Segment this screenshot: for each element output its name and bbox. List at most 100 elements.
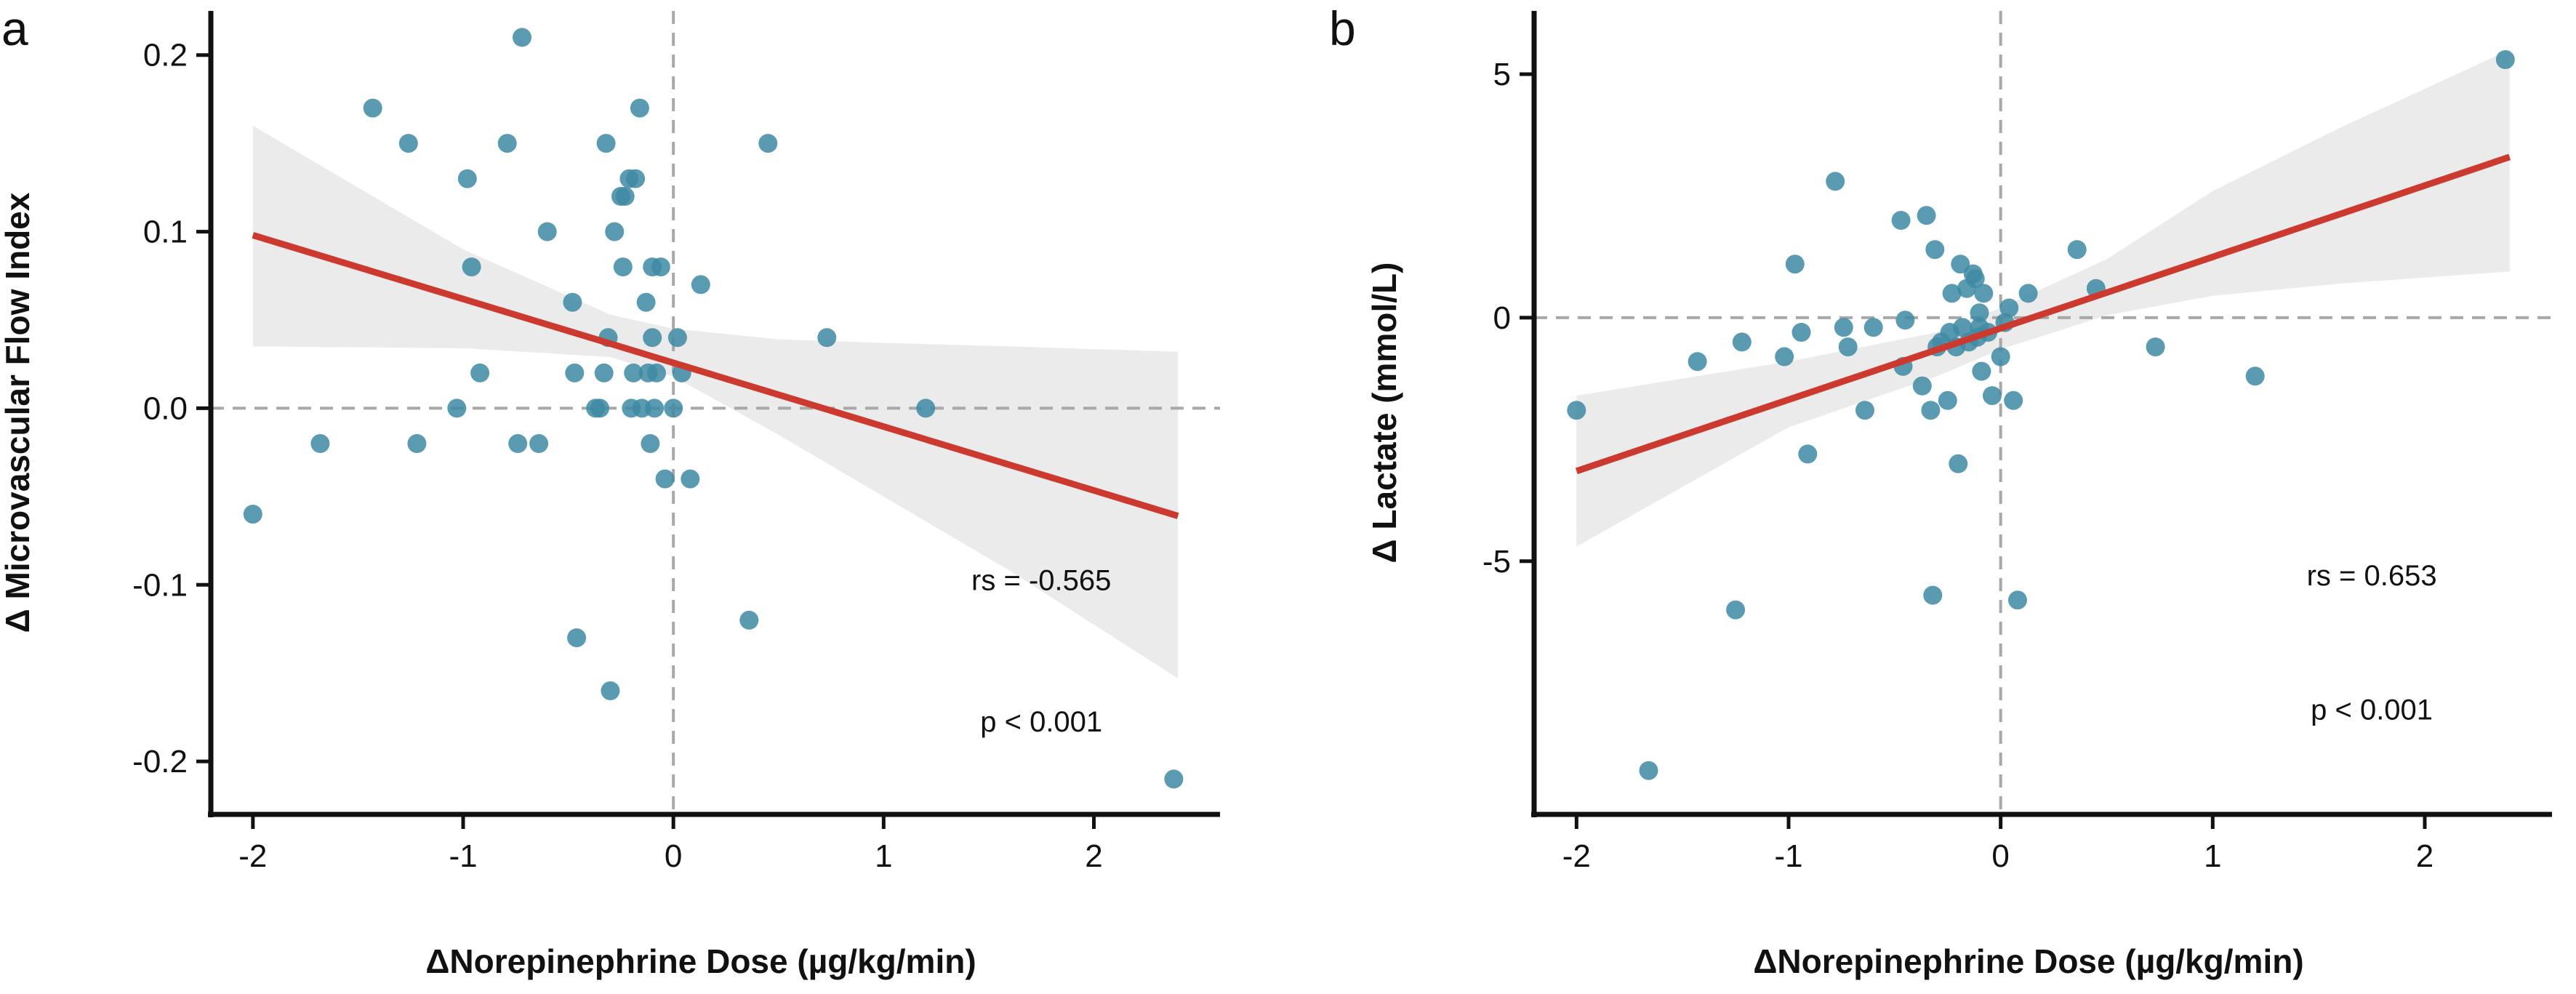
data-point-9 [1826,172,1845,191]
data-point-30 [626,169,646,188]
data-point-51 [2245,366,2265,386]
data-point-11 [1838,337,1858,357]
data-point-25 [613,257,633,277]
x-tick-label: 1 [2204,838,2221,874]
correlation-annotation: rs = 0.653 [2307,560,2437,592]
data-point-0 [1567,401,1586,420]
x-tick-label: -1 [1774,838,1802,874]
data-point-42 [664,398,683,418]
data-point-29 [624,363,643,382]
data-point-1 [1639,761,1658,780]
data-point-30 [1953,318,1973,337]
data-point-39 [1974,284,1994,303]
data-point-19 [594,363,614,382]
data-point-4 [1732,332,1752,352]
confidence-band [1576,49,2510,547]
data-point-2 [1688,352,1707,372]
data-point-46 [2008,590,2027,610]
data-point-28 [1949,454,1968,473]
data-point-37 [643,328,662,348]
y-tick-label: 5 [1493,57,1511,92]
data-point-23 [605,222,625,241]
data-point-3 [1726,600,1746,620]
data-point-48 [2067,240,2087,260]
data-point-47 [739,610,759,630]
data-point-46 [691,275,710,294]
data-point-49 [817,328,837,348]
x-tick-label: 2 [2416,838,2433,874]
data-point-18 [590,398,609,418]
data-point-26 [1942,284,1962,303]
data-point-43 [667,328,687,348]
data-point-48 [758,134,778,153]
p-value-annotation: p < 0.001 [2311,694,2433,726]
data-point-7 [1791,323,1811,342]
data-point-10 [508,434,528,453]
regression-line [1575,153,2511,475]
y-tick-label: 0.1 [143,215,188,250]
data-point-12 [1855,401,1874,420]
data-point-20 [596,134,616,153]
data-point-50 [2146,337,2165,357]
data-point-6 [457,169,477,188]
data-point-8 [470,363,490,382]
x-axis-title: ΔNorepinephrine Dose (µg/kg/min) [1753,942,2303,980]
data-point-37 [1970,303,1989,323]
data-point-1 [310,434,330,453]
data-point-21 [1925,240,1945,260]
data-point-11 [513,28,531,47]
y-axis-title: Δ Lactate (mmol/L) [1365,262,1403,564]
data-point-33 [636,292,656,312]
data-point-41 [655,469,675,489]
data-point-16 [1895,310,1915,330]
x-tick-label: -2 [238,838,267,874]
data-point-0 [243,505,262,524]
x-tick-label: -2 [1562,838,1591,874]
panel-a: a -2 -1 0 1 2 -0.2 -0.1 0.0 0.1 0.2 ΔNorepinephrine… [0,1,1220,980]
data-point-38 [1972,361,1991,381]
data-point-38 [645,398,665,418]
data-point-5 [1775,347,1794,366]
data-point-47 [2018,284,2038,303]
p-value-annotation: p < 0.001 [980,706,1102,738]
x-tick-label: 1 [875,838,892,874]
y-tick-label: -5 [1482,544,1511,580]
data-point-14 [563,292,582,312]
data-point-52 [2495,50,2515,69]
data-point-50 [916,398,936,418]
data-point-12 [529,434,549,453]
data-point-35 [641,434,660,453]
data-point-44 [1999,298,2019,318]
data-point-45 [681,469,700,489]
y-tick-label: -0.2 [132,744,188,779]
data-point-41 [1983,386,2002,406]
data-point-45 [2004,390,2023,410]
x-tick-label: 0 [1991,838,2009,874]
data-point-31 [630,98,649,118]
y-tick-label: -0.1 [132,567,188,603]
data-point-6 [1785,254,1805,274]
panel-letter: b [1329,1,1356,55]
panel-letter: a [1,1,28,55]
data-point-22 [601,681,620,700]
data-point-20 [1923,585,1943,605]
data-point-16 [567,628,587,648]
y-axis-title: Δ Microvascular Flow Index [0,192,36,633]
data-point-5 [447,398,467,418]
x-tick-label: 2 [1085,838,1102,874]
data-point-40 [651,257,670,277]
data-point-17 [1912,376,1932,396]
regression-line [252,232,1179,519]
confidence-band [252,125,1179,678]
data-point-2 [363,98,382,118]
data-point-10 [1834,318,1853,337]
data-point-18 [1917,206,1936,225]
data-point-13 [1863,318,1883,337]
data-point-8 [1798,444,1818,464]
data-point-26 [615,187,635,206]
data-point-34 [1965,269,1985,289]
data-point-7 [462,257,481,277]
data-point-19 [1921,401,1941,420]
x-axis-title: ΔNorepinephrine Dose (µg/kg/min) [425,942,976,980]
